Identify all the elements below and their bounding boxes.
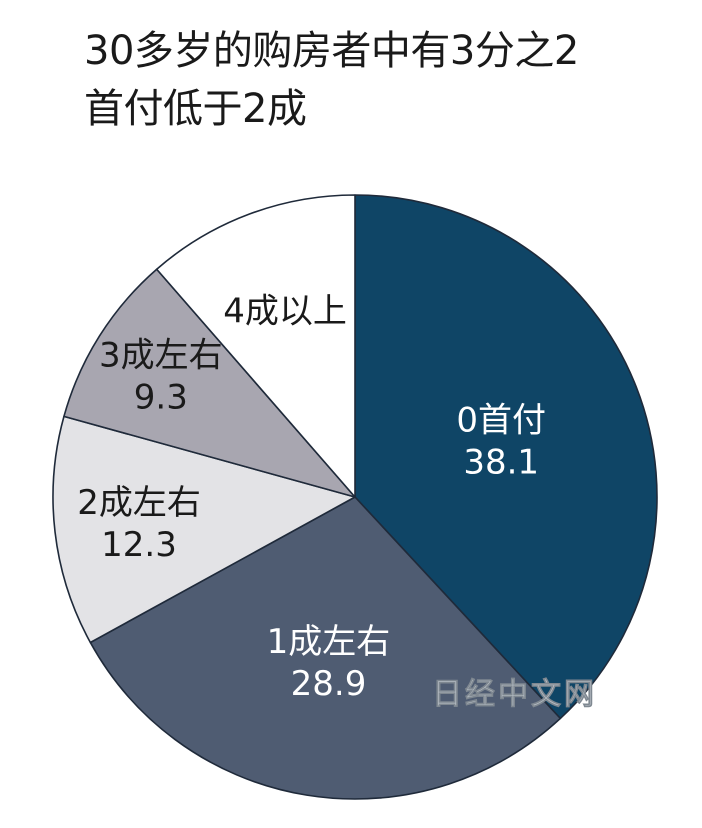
chart-title-line-1: 30多岁的购房者中有3分之2 [84, 28, 579, 74]
slice-label: 1成左右 [267, 622, 391, 662]
slice-label: 3成左右 [99, 336, 223, 376]
pie-slice [155, 194, 356, 498]
pie-slice [52, 415, 356, 644]
pie-slices [52, 194, 658, 800]
slice-label: 4成以上 [223, 291, 347, 331]
slice-label: 2成左右 [77, 483, 201, 523]
watermark: 日经中文网 [432, 677, 597, 712]
chart-title: 30多岁的购房者中有3分之2 首付低于2成 [84, 22, 684, 138]
slice-value-label: 9.3 [134, 378, 188, 418]
pie-slice [354, 194, 658, 720]
slice-value-label: 38.1 [463, 443, 539, 483]
slice-value-label: 28.9 [291, 664, 367, 704]
pie-slice [89, 496, 562, 800]
slice-value-label: 12.3 [101, 525, 177, 565]
pie-slice [63, 268, 356, 498]
slice-label: 0首付 [456, 401, 546, 441]
chart-title-line-2: 首付低于2成 [84, 86, 307, 132]
